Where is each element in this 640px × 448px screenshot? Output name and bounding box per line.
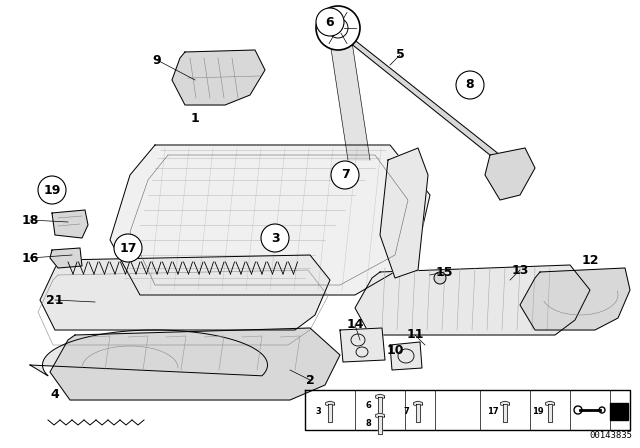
Text: 11: 11: [406, 328, 424, 341]
Polygon shape: [340, 328, 385, 362]
Text: 7: 7: [403, 408, 409, 417]
Circle shape: [316, 8, 344, 36]
Text: 5: 5: [396, 48, 404, 61]
Text: 4: 4: [51, 388, 60, 401]
Text: 19: 19: [532, 408, 544, 417]
Text: 14: 14: [346, 319, 364, 332]
Text: 1: 1: [191, 112, 200, 125]
Circle shape: [261, 224, 289, 252]
Circle shape: [434, 272, 446, 284]
Text: 21: 21: [46, 293, 64, 306]
Text: 8: 8: [365, 419, 371, 428]
Text: 6: 6: [326, 16, 334, 29]
Polygon shape: [172, 50, 265, 105]
Text: 2: 2: [306, 374, 314, 387]
Polygon shape: [355, 265, 590, 335]
Polygon shape: [40, 255, 330, 330]
Polygon shape: [416, 404, 420, 422]
Polygon shape: [376, 394, 385, 399]
Circle shape: [38, 176, 66, 204]
Polygon shape: [503, 404, 507, 422]
Polygon shape: [500, 401, 509, 406]
Text: 9: 9: [153, 53, 161, 66]
Text: 7: 7: [340, 168, 349, 181]
Text: 19: 19: [44, 184, 61, 197]
Polygon shape: [50, 328, 340, 400]
Polygon shape: [326, 401, 334, 406]
Text: 17: 17: [487, 408, 499, 417]
Polygon shape: [52, 210, 88, 238]
Polygon shape: [390, 342, 422, 370]
Circle shape: [316, 6, 360, 50]
Polygon shape: [413, 401, 422, 406]
Text: 15: 15: [435, 266, 452, 279]
Text: 00143835: 00143835: [589, 431, 632, 440]
Circle shape: [456, 71, 484, 99]
Circle shape: [114, 234, 142, 262]
Text: 6: 6: [365, 401, 371, 409]
Polygon shape: [520, 268, 630, 330]
Polygon shape: [330, 42, 370, 160]
Text: 18: 18: [21, 214, 38, 227]
Polygon shape: [380, 148, 428, 278]
Polygon shape: [378, 416, 382, 434]
Polygon shape: [376, 413, 385, 418]
Circle shape: [331, 161, 359, 189]
Text: 3: 3: [271, 232, 279, 245]
Polygon shape: [485, 148, 535, 200]
Text: 12: 12: [581, 254, 599, 267]
Polygon shape: [610, 403, 628, 420]
Text: 16: 16: [21, 251, 38, 264]
Text: 13: 13: [511, 263, 529, 276]
Polygon shape: [110, 145, 430, 295]
Text: 8: 8: [466, 78, 474, 91]
Polygon shape: [548, 404, 552, 422]
Text: 3: 3: [315, 408, 321, 417]
Text: 10: 10: [387, 344, 404, 357]
Polygon shape: [378, 396, 382, 415]
Text: 17: 17: [119, 241, 137, 254]
Polygon shape: [546, 401, 554, 406]
Polygon shape: [50, 248, 82, 268]
Polygon shape: [328, 404, 332, 422]
Polygon shape: [30, 330, 268, 376]
